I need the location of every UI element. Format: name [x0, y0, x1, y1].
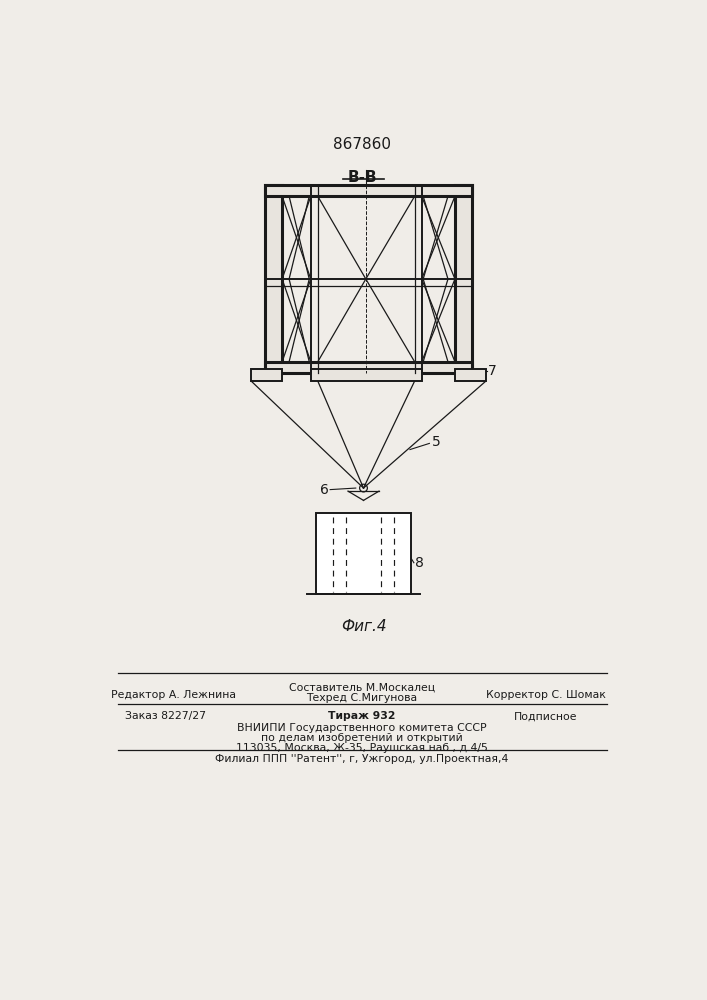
- Text: 8: 8: [416, 556, 424, 570]
- Bar: [265, 185, 282, 373]
- Bar: [311, 369, 421, 381]
- Text: В-В: В-В: [347, 170, 377, 185]
- Text: Составитель М.Москалец: Составитель М.Москалец: [289, 682, 435, 692]
- Bar: [455, 185, 472, 373]
- Text: Корректор С. Шомак: Корректор С. Шомак: [486, 690, 606, 700]
- Text: Тираж 932: Тираж 932: [328, 711, 396, 721]
- Text: ВНИИПИ Государственного комитета СССР: ВНИИПИ Государственного комитета СССР: [237, 723, 486, 733]
- Text: 5: 5: [432, 435, 440, 449]
- Text: 7: 7: [489, 364, 497, 378]
- Text: Подписное: Подписное: [514, 711, 578, 721]
- Bar: [265, 185, 472, 196]
- Bar: [455, 369, 486, 381]
- Text: 867860: 867860: [333, 137, 391, 152]
- Text: 6: 6: [320, 483, 329, 497]
- Bar: [265, 362, 472, 373]
- Bar: [316, 513, 411, 594]
- Text: Техред С.Мигунова: Техред С.Мигунова: [306, 693, 418, 703]
- Text: 113035, Москва, Ж-35, Раушская наб., д.4/5: 113035, Москва, Ж-35, Раушская наб., д.4…: [236, 743, 488, 753]
- Text: Филиал ППП ''Pатент'', г, Ужгород, ул.Проектная,4: Филиал ППП ''Pатент'', г, Ужгород, ул.Пр…: [215, 754, 508, 764]
- Text: Редактор А. Лежнина: Редактор А. Лежнина: [111, 690, 236, 700]
- Text: Фиг.4: Фиг.4: [341, 619, 386, 634]
- Bar: [251, 369, 282, 381]
- Text: Заказ 8227/27: Заказ 8227/27: [125, 711, 206, 721]
- Text: по делам изобретений и открытий: по делам изобретений и открытий: [261, 733, 463, 743]
